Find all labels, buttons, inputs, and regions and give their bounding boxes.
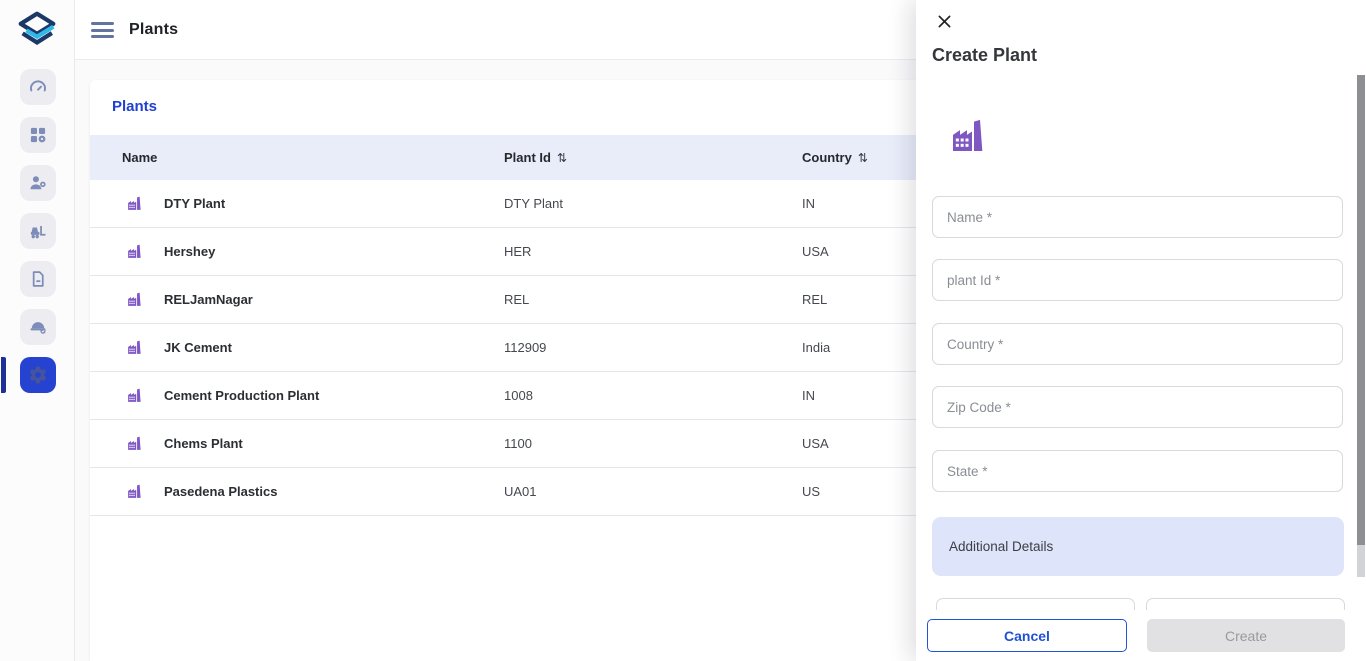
- country-field[interactable]: [932, 323, 1343, 365]
- scrollbar-track-remainder: [1357, 545, 1365, 577]
- plant-name: RELJamNagar: [164, 292, 253, 307]
- drawer-scrollbar: [1357, 75, 1365, 577]
- create-button[interactable]: Create: [1147, 619, 1345, 652]
- sidebar-item-settings[interactable]: [0, 357, 56, 393]
- plant-id: UA01: [504, 484, 537, 499]
- plant-country: India: [802, 340, 831, 355]
- sidebar-item-dashboard[interactable]: [19, 69, 56, 105]
- scrollbar-thumb[interactable]: [1357, 75, 1365, 545]
- column-header-plant-id[interactable]: Plant Id ⇅: [504, 150, 568, 165]
- sidebar-item-modules[interactable]: [19, 117, 56, 153]
- plant-country: IN: [802, 388, 815, 403]
- factory-icon: [126, 195, 143, 212]
- plant-id-field[interactable]: [932, 259, 1343, 301]
- sidebar-nav: [0, 69, 75, 393]
- plant-country: IN: [802, 196, 815, 211]
- plant-id: 1008: [504, 388, 533, 403]
- zip-code-field[interactable]: [932, 386, 1343, 428]
- card-title: Plants: [112, 98, 158, 115]
- factory-icon: [126, 483, 143, 500]
- menu-toggle-icon[interactable]: [91, 22, 114, 38]
- sort-icon: ⇅: [556, 150, 568, 165]
- worker-helmet-icon: [30, 322, 46, 334]
- sidebar-item-users[interactable]: [19, 165, 56, 201]
- plant-country: US: [802, 484, 821, 499]
- sort-icon: ⇅: [857, 150, 868, 165]
- plant-country: USA: [802, 244, 829, 259]
- forklift-icon: [30, 226, 45, 239]
- plant-name: Hershey: [164, 244, 216, 259]
- plant-name: Cement Production Plant: [164, 388, 320, 403]
- user-settings-icon: [30, 176, 46, 190]
- plant-id: 112909: [504, 340, 547, 355]
- settings-gear-icon: [29, 366, 46, 384]
- sidebar-item-workers[interactable]: [19, 309, 56, 345]
- factory-icon: [126, 291, 143, 308]
- factory-icon: [126, 387, 143, 404]
- logo-icon: [18, 11, 56, 45]
- sidebar: [0, 0, 75, 661]
- factory-icon: [948, 116, 988, 156]
- close-button[interactable]: [931, 8, 957, 34]
- factory-icon: [126, 435, 143, 452]
- active-indicator: [0, 357, 6, 393]
- plant-name: Pasedena Plastics: [164, 484, 278, 499]
- cancel-button[interactable]: Cancel: [927, 619, 1127, 652]
- drawer-footer: Cancel Create: [916, 610, 1366, 661]
- factory-icon: [126, 339, 143, 356]
- plant-name: DTY Plant: [164, 196, 226, 211]
- plant-country: REL: [802, 292, 828, 307]
- sidebar-item-documents[interactable]: [19, 261, 56, 297]
- factory-icon: [126, 243, 143, 260]
- page-title: Plants: [129, 21, 179, 38]
- plant-id: HER: [504, 244, 532, 259]
- document-icon: [32, 271, 44, 287]
- additional-details-section[interactable]: Additional Details: [932, 517, 1344, 576]
- sidebar-item-forklift[interactable]: [19, 213, 56, 249]
- modules-grid-icon: [30, 127, 45, 143]
- drawer-title: Create Plant: [932, 45, 1038, 65]
- dashboard-gauge-icon: [29, 80, 46, 92]
- create-plant-drawer: Create Plant Additional Details Cancel C…: [916, 0, 1366, 661]
- state-field[interactable]: [932, 450, 1343, 492]
- column-header-country[interactable]: Country ⇅: [802, 150, 868, 165]
- company-logo[interactable]: [14, 7, 60, 53]
- column-header-name: Name: [122, 150, 158, 165]
- plant-id: REL: [504, 292, 530, 307]
- additional-details-label: Additional Details: [949, 539, 1054, 554]
- plant-country: USA: [802, 436, 829, 451]
- close-icon: [938, 15, 950, 27]
- plant-name: Chems Plant: [164, 436, 243, 451]
- plant-id: 1100: [504, 436, 532, 451]
- name-field[interactable]: [932, 196, 1343, 238]
- plant-name: JK Cement: [164, 340, 232, 355]
- plant-id: DTY Plant: [504, 196, 564, 211]
